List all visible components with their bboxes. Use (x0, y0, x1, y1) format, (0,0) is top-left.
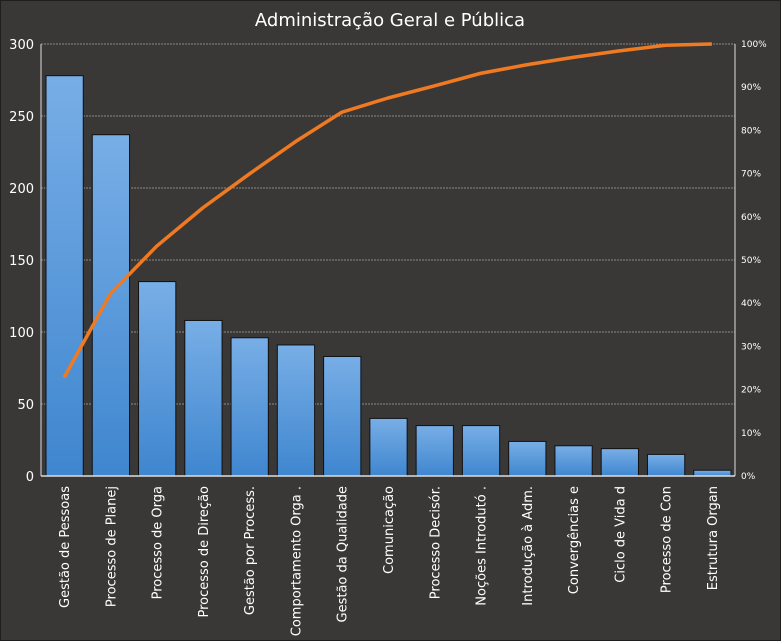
x-tick-label: Ciclo de Vida d (613, 486, 628, 583)
x-tick-label: Comunicação (382, 486, 397, 574)
y2-tick-label: 90% (741, 83, 761, 93)
x-tick-label: Processo Decisór. (428, 486, 443, 599)
bar (323, 355, 362, 477)
y2-tick-label: 100% (741, 40, 767, 50)
bar (646, 453, 686, 477)
y2-tick-label: 40% (741, 299, 761, 309)
x-tick-label: Gestão por Process. (243, 486, 258, 615)
bar (461, 425, 501, 477)
y-tick-label: 250 (9, 110, 34, 125)
x-tick-label: Gestão de Pessoas (58, 486, 73, 608)
y-tick-label: 150 (9, 254, 34, 269)
bar (415, 425, 454, 477)
y2-tick-label: 80% (741, 126, 761, 136)
x-tick-label: Gestão da Qualidade (336, 486, 351, 622)
bar (508, 440, 547, 477)
x-tick-label: Comportamento Orga . (289, 486, 304, 636)
y-tick-label: 100 (9, 326, 34, 341)
bar (138, 281, 177, 477)
y-tick-label: 200 (9, 182, 34, 197)
bar (276, 344, 316, 477)
x-tick-label: Introdução à Adm. (521, 486, 536, 606)
bar (184, 319, 223, 477)
bar (554, 445, 593, 477)
y-tick-label: 50 (17, 398, 34, 413)
x-tick-label: Estrutura Organ (706, 486, 721, 590)
bar (45, 75, 84, 477)
y2-tick-label: 70% (741, 170, 761, 180)
x-tick-label: Noções Introdutó . (475, 486, 490, 606)
y2-tick-label: 30% (741, 342, 761, 352)
y2-tick-label: 20% (741, 386, 761, 396)
x-tick-label: Processo de Orga (151, 486, 166, 599)
cumulative-line (62, 42, 712, 379)
bar (369, 417, 408, 477)
y2-tick-label: 10% (741, 429, 761, 439)
bar (230, 337, 269, 477)
bar (693, 469, 732, 477)
x-tick-label: Processo de Direção (197, 486, 212, 618)
y-tick-label: 300 (9, 38, 34, 53)
bar (91, 134, 131, 477)
chart-title: Administração Geral e Pública (255, 10, 525, 31)
x-tick-label: Convergências e (567, 486, 582, 594)
y2-tick-label: 60% (741, 213, 761, 223)
y2-tick-label: 0% (741, 472, 756, 482)
bar (600, 448, 639, 477)
x-tick-label: Processo de Con (660, 486, 675, 593)
x-tick-label: Processo de Planej (104, 486, 119, 607)
y-tick-label: 0 (26, 470, 34, 485)
y2-tick-label: 50% (741, 256, 761, 266)
